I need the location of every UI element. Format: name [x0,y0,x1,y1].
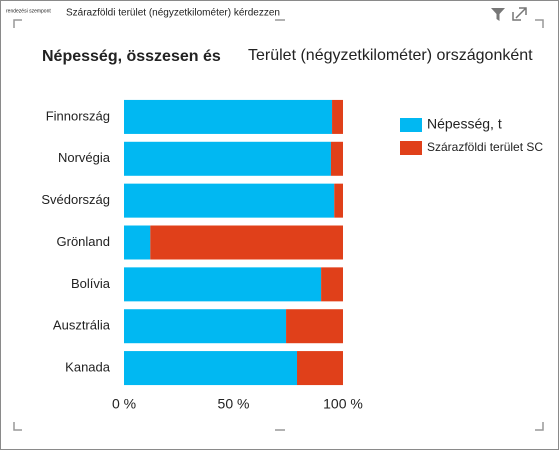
bar-segment [124,225,151,260]
y-tick-label: Finnország [46,108,110,123]
bar-segment [124,267,322,302]
legend-swatch [400,141,422,155]
x-tick-label: 0 % [112,396,136,412]
bar-segment [124,351,298,386]
y-tick-label: Bolívia [71,276,111,291]
bar-segment [321,267,343,302]
bar-segment [330,141,343,176]
bar-segment [124,309,287,344]
chart-title: Népesség, összesen és [42,48,221,65]
title-overlay [236,42,536,72]
legend-label: Szárazföldi terület SC [427,140,543,154]
bar-segment [150,225,343,260]
y-tick-label: Norvégia [58,150,111,165]
filter-icon[interactable] [491,8,505,21]
bar-segment [297,351,343,386]
bar-segment [286,309,343,344]
y-tick-label: Ausztrália [53,318,111,333]
chart-title: Terület (négyzetkilométer) országonként [248,47,533,64]
x-tick-label: 100 % [323,396,363,412]
bar-segment [124,99,333,134]
bar-segment [332,99,343,134]
bar-segment [124,141,331,176]
legend-label: Népesség, t [427,116,502,132]
legend-swatch [400,118,422,132]
bar-segment [124,183,335,218]
corner-brackets [13,19,544,431]
y-tick-label: Svédország [41,192,110,207]
y-tick-label: Kanada [65,360,111,375]
focus-icon[interactable] [512,7,527,21]
x-tick-label: 50 % [218,396,250,412]
query-text: Szárazföldi terület (négyzetkilométer) k… [66,8,280,19]
y-tick-label: Grönland [57,234,110,249]
sort-label: rendezési szempont [6,8,51,14]
bar-segment [334,183,343,218]
